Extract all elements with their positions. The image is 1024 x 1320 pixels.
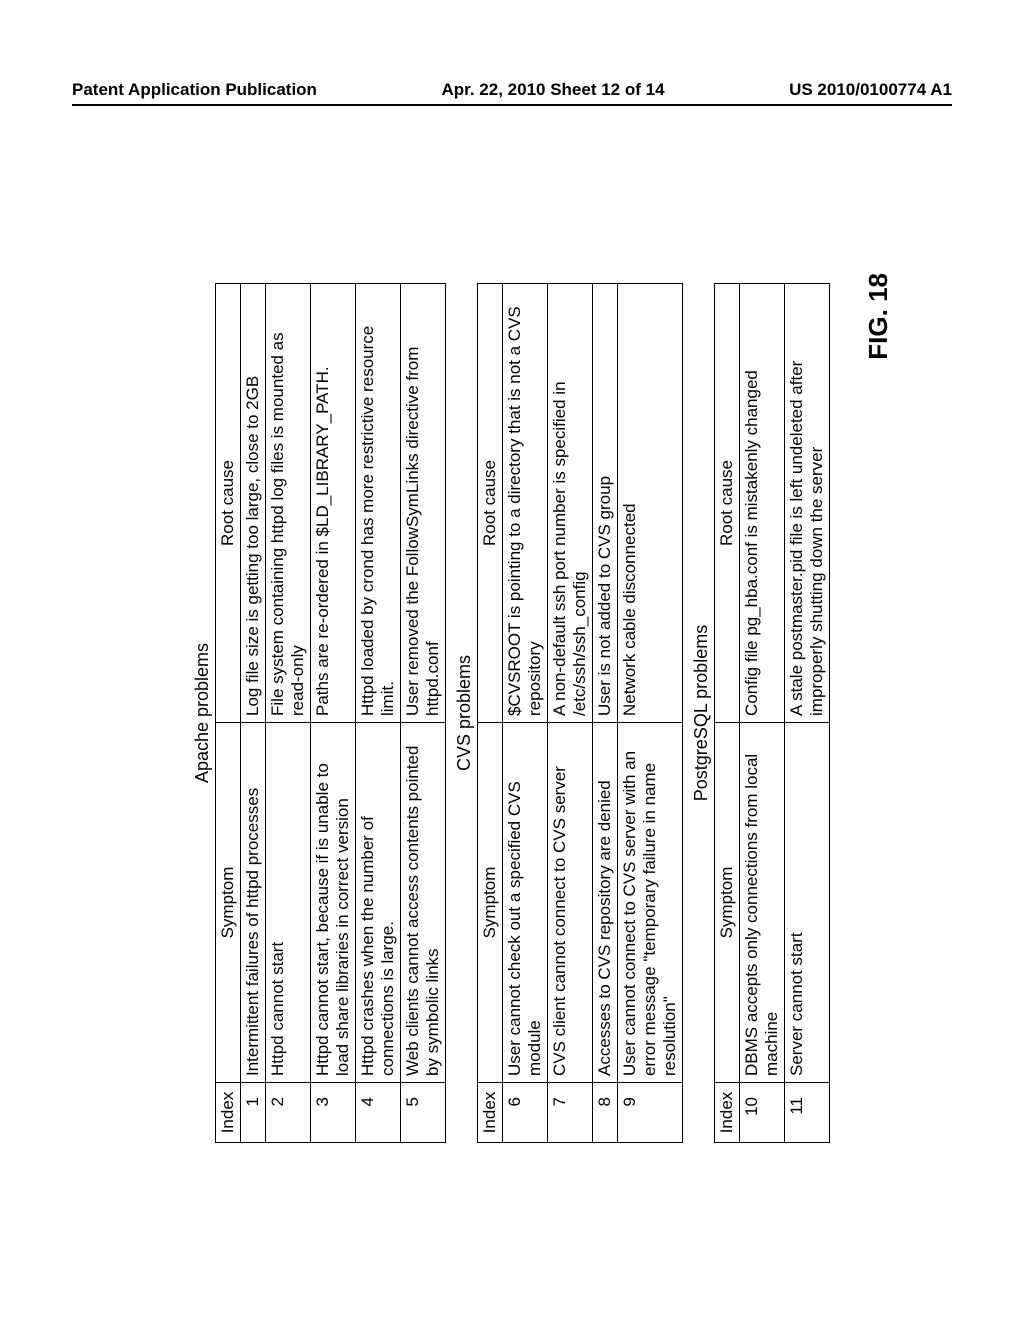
cell-root-cause: Paths are re-ordered in $LD_LIBRARY_PATH… [311,283,356,722]
table-row: 3Httpd cannot start, because if is unabl… [311,283,356,1142]
cell-symptom: Accesses to CVS repository are denied [593,722,618,1082]
cell-root-cause: Log file size is getting too large, clos… [241,283,266,722]
cell-symptom: Web clients cannot access contents point… [401,722,446,1082]
table-row: 5Web clients cannot access contents poin… [401,283,446,1142]
column-header: Root cause [715,283,740,722]
cell-symptom: Server cannot start [785,722,830,1082]
cell-symptom: User cannot connect to CVS server with a… [618,722,683,1082]
cell-index: 5 [401,1082,446,1142]
header-right: US 2010/0100774 A1 [789,80,952,100]
cell-root-cause: User is not added to CVS group [593,283,618,722]
table-row: 7CVS client cannot connect to CVS server… [548,283,593,1142]
table-row: 6User cannot check out a specified CVS m… [503,283,548,1142]
cell-index: 7 [548,1082,593,1142]
column-header: Index [216,1082,241,1142]
cell-root-cause: $CVSROOT is pointing to a directory that… [503,283,548,722]
cell-root-cause: File system containing httpd log files i… [266,283,311,722]
column-header: Root cause [478,283,503,722]
problems-table: IndexSymptomRoot cause10DBMS accepts onl… [714,283,830,1143]
problems-table: IndexSymptomRoot cause6User cannot check… [477,283,683,1143]
table-row: 1Intermittent failures of httpd processe… [241,283,266,1142]
table-row: 10DBMS accepts only connections from loc… [740,283,785,1142]
cell-root-cause: A stale postmaster.pid file is left unde… [785,283,830,722]
section-title: Apache problems [192,283,213,1143]
cell-root-cause: Httpd loaded by crond has more restricti… [356,283,401,722]
table-row: 2Httpd cannot startFile system containin… [266,283,311,1142]
header-left: Patent Application Publication [72,80,317,100]
problems-table: IndexSymptomRoot cause1Intermittent fail… [215,283,446,1143]
cell-root-cause: A non-default ssh port number is specifi… [548,283,593,722]
cell-symptom: DBMS accepts only connections from local… [740,722,785,1082]
cell-index: 3 [311,1082,356,1142]
section-title: PostgreSQL problems [691,283,712,1143]
column-header: Index [715,1082,740,1142]
cell-symptom: Intermittent failures of httpd processes [241,722,266,1082]
cell-symptom: CVS client cannot connect to CVS server [548,722,593,1082]
header-center: Apr. 22, 2010 Sheet 12 of 14 [442,80,665,100]
column-header: Symptom [216,722,241,1082]
table-row: 9User cannot connect to CVS server with … [618,283,683,1142]
cell-index: 10 [740,1082,785,1142]
cell-symptom: User cannot check out a specified CVS mo… [503,722,548,1082]
cell-index: 1 [241,1082,266,1142]
cell-symptom: Httpd crashes when the number of connect… [356,722,401,1082]
cell-index: 6 [503,1082,548,1142]
column-header: Root cause [216,283,241,722]
figure-label: FIG. 18 [863,273,894,360]
figure-body: Apache problemsIndexSymptomRoot cause1In… [186,283,838,1143]
column-header: Index [478,1082,503,1142]
table-row: 11Server cannot startA stale postmaster.… [785,283,830,1142]
cell-root-cause: User removed the FollowSymLinks directiv… [401,283,446,722]
cell-index: 11 [785,1082,830,1142]
page-header: Patent Application Publication Apr. 22, … [72,80,952,106]
cell-root-cause: Network cable disconnected [618,283,683,722]
cell-index: 4 [356,1082,401,1142]
cell-root-cause: Config file pg_hba.conf is mistakenly ch… [740,283,785,722]
section-title: CVS problems [454,283,475,1143]
table-row: 8Accesses to CVS repository are deniedUs… [593,283,618,1142]
cell-symptom: Httpd cannot start [266,722,311,1082]
column-header: Symptom [715,722,740,1082]
cell-index: 9 [618,1082,683,1142]
table-row: 4Httpd crashes when the number of connec… [356,283,401,1142]
cell-index: 8 [593,1082,618,1142]
cell-index: 2 [266,1082,311,1142]
cell-symptom: Httpd cannot start, because if is unable… [311,722,356,1082]
column-header: Symptom [478,722,503,1082]
